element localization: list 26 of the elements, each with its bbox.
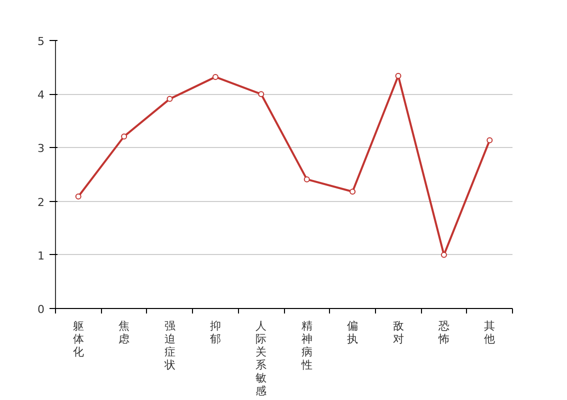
point [258, 91, 264, 98]
x-tick-label: 其他 [484, 320, 496, 346]
point [212, 74, 218, 80]
point [121, 133, 128, 140]
point [166, 96, 173, 102]
y-tick-label: 2 [38, 196, 44, 209]
point [304, 176, 310, 182]
x-tick-label: 敌对 [392, 320, 404, 346]
x-tick-label: 偏执 [347, 320, 358, 346]
y-tick-label: 5 [38, 35, 44, 48]
y-tick-label: 0 [38, 303, 44, 316]
x-tick-label: 恐怖 [437, 320, 450, 346]
x-tick-label: 精神病性 [300, 320, 312, 372]
x-tick-label: 人际关系敏感 [256, 320, 267, 398]
x-tick-label: 强迫症状 [163, 320, 176, 372]
point [440, 252, 447, 258]
point [395, 72, 402, 79]
x-tick-label: 躯体化 [72, 320, 84, 358]
point [75, 193, 82, 200]
point [486, 137, 493, 144]
x-tick-label: 抑郁 [210, 320, 221, 346]
y-tick-label: 3 [38, 142, 44, 156]
point [350, 188, 356, 195]
y-tick-label: 4 [38, 88, 44, 102]
x-tick-label: 焦虑 [118, 320, 130, 346]
y-tick-label: 1 [38, 249, 44, 262]
